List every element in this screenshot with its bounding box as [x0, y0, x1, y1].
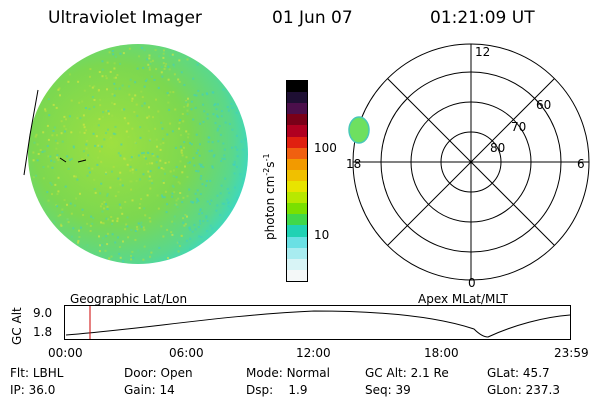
- colorbar-band: [287, 269, 307, 281]
- altitude-axis-label: GC Alt: [10, 307, 24, 345]
- glon-info: GLon: 237.3: [487, 383, 560, 397]
- colorbar-band: [287, 81, 307, 93]
- auroral-blob: [348, 116, 370, 144]
- filter-info: Flt: LBHL: [10, 366, 64, 380]
- ip-info: IP: 36.0: [10, 383, 56, 397]
- seq-info: Seq: 39: [365, 383, 411, 397]
- altitude-plot: [64, 305, 571, 340]
- colorbar-band: [287, 236, 307, 248]
- altitude-tick-1-8: 1.8: [33, 325, 53, 339]
- mlt-label-0: 0: [468, 276, 476, 290]
- colorbar-band: [287, 225, 307, 237]
- colorbar-band: [287, 258, 307, 270]
- geographic-label: Geographic Lat/Lon: [70, 292, 188, 306]
- colorbar-unit-label: photon cm-2s-1: [262, 153, 277, 240]
- polar-diagonal-2: [387, 78, 555, 246]
- limb-line: [23, 89, 39, 176]
- lat-label-80: 80: [490, 141, 505, 155]
- mode-info: Mode: Normal: [246, 366, 330, 380]
- time-tick-2359: 23:59: [554, 346, 589, 360]
- colorbar-band: [287, 247, 307, 259]
- apex-label: Apex MLat/MLT: [418, 292, 508, 306]
- gc-alt-info: GC Alt: 2.1 Re: [365, 366, 449, 380]
- glat-info: GLat: 45.7: [487, 366, 550, 380]
- colorbar-band: [287, 180, 307, 193]
- colorbar-band: [287, 147, 307, 159]
- colorbar-band: [287, 214, 307, 226]
- time-tick-0000: 00:00: [48, 346, 83, 360]
- coast-line: [59, 157, 87, 163]
- mlt-label-12: 12: [475, 45, 490, 59]
- mlt-label-6: 6: [577, 157, 585, 171]
- time-tick-1200: 12:00: [296, 346, 331, 360]
- date-label: 01 Jun 07: [272, 8, 353, 28]
- time-label: 01:21:09 UT: [430, 8, 535, 28]
- polar-plot: 12 6 0 18 60 70 80: [346, 43, 590, 290]
- colorbar: [286, 80, 308, 282]
- colorbar-band: [287, 169, 307, 181]
- colorbar-band: [287, 125, 307, 137]
- earth-disk: [28, 44, 248, 264]
- colorbar-tick-100: 100: [314, 141, 337, 155]
- colorbar-band: [287, 103, 307, 115]
- colorbar-band: [287, 92, 307, 104]
- lat-label-60: 60: [536, 98, 551, 112]
- colorbar-tick-10: 10: [314, 228, 330, 242]
- instrument-title: Ultraviolet Imager: [48, 8, 202, 28]
- colorbar-band: [287, 114, 307, 126]
- altitude-tick-9: 9.0: [33, 306, 53, 320]
- time-tick-1800: 18:00: [424, 346, 459, 360]
- dsp-info: Dsp: 1.9: [246, 383, 308, 397]
- colorbar-band: [287, 136, 307, 148]
- time-tick-0600: 06:00: [169, 346, 204, 360]
- colorbar-band: [287, 192, 307, 204]
- colorbar-band: [287, 203, 307, 215]
- colorbar-band: [287, 158, 307, 170]
- altitude-curve: [65, 310, 571, 338]
- mlt-label-18: 18: [346, 157, 361, 171]
- gain-info: Gain: 14: [124, 383, 175, 397]
- lat-label-70: 70: [511, 120, 526, 134]
- geographic-image: [23, 44, 248, 264]
- door-info: Door: Open: [124, 366, 193, 380]
- image-texture: [32, 46, 246, 263]
